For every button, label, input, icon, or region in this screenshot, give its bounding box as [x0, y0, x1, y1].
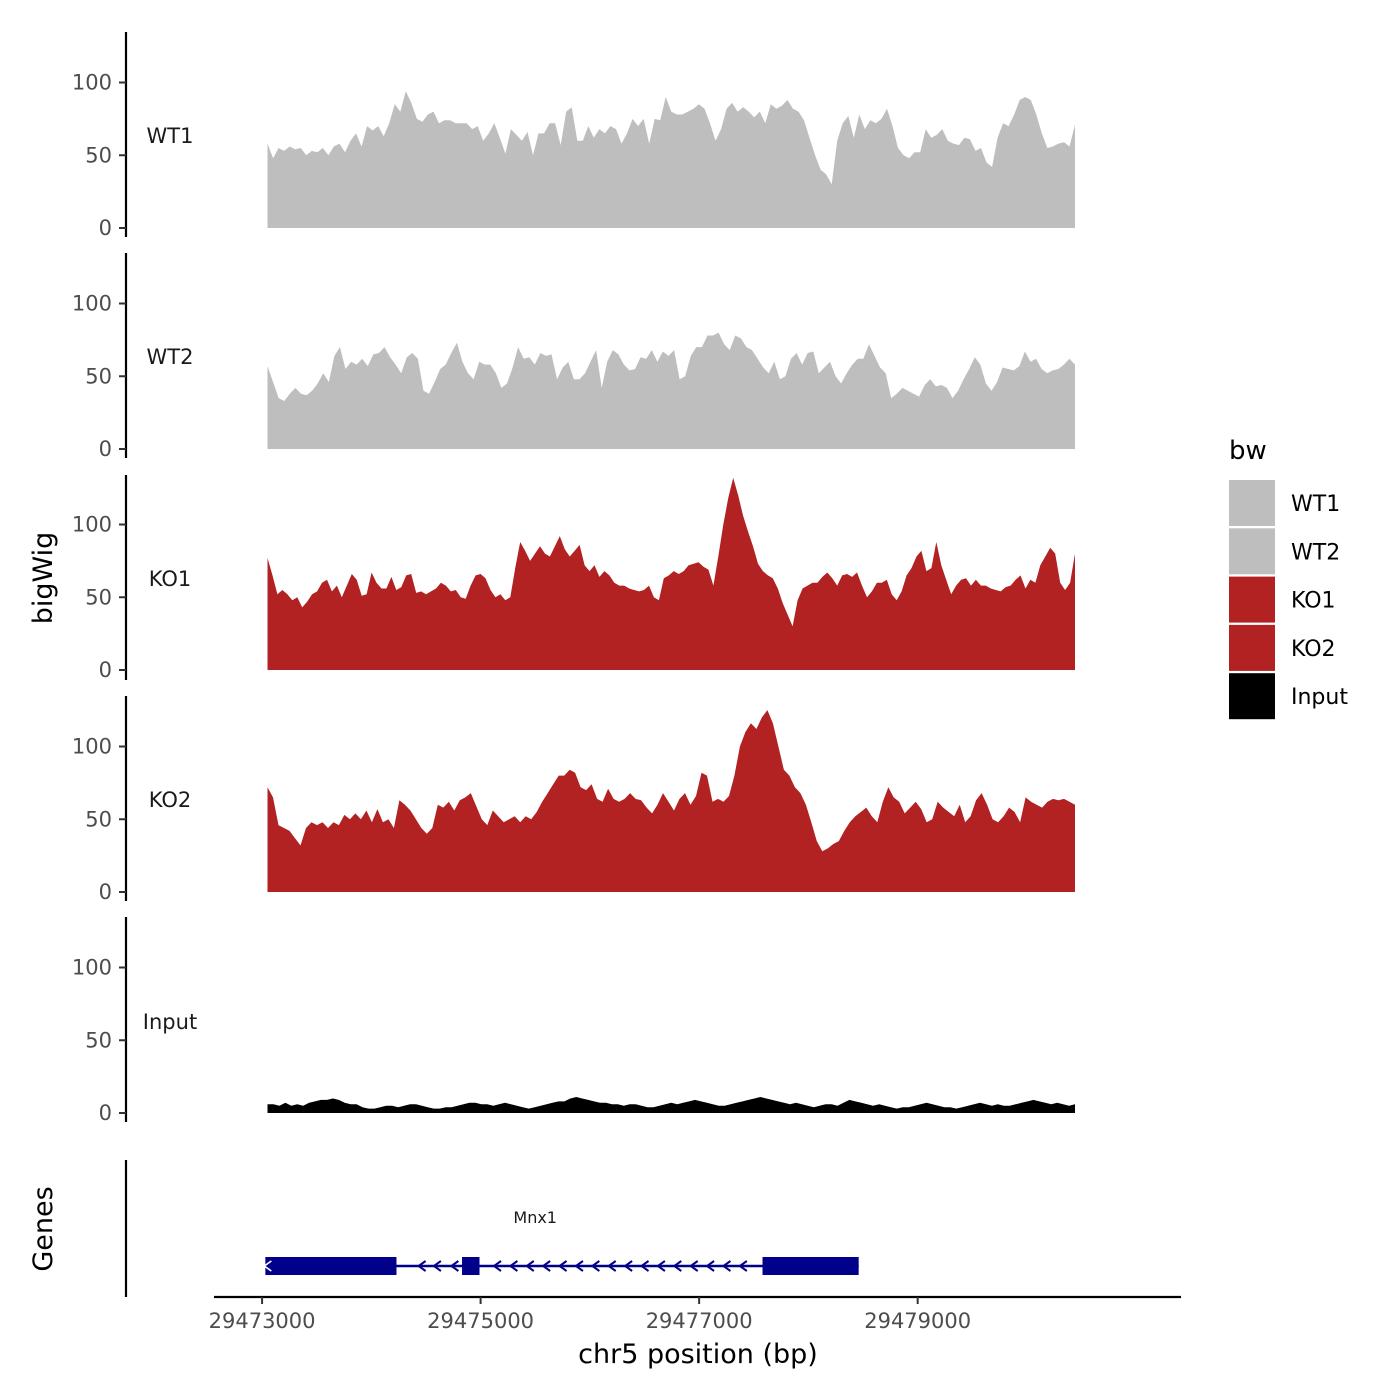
legend-label: KO2 — [1291, 637, 1336, 662]
y-tick-label: 100 — [72, 735, 112, 759]
strand-arrow — [557, 1260, 568, 1272]
legend-key-wt2 — [1229, 528, 1275, 575]
signal-area-wt2 — [267, 332, 1075, 449]
strand-arrow — [590, 1260, 600, 1272]
track-ko1: KO1 0 50 100 — [72, 475, 1075, 682]
y-tick-label: 50 — [85, 585, 112, 609]
track-wt1: WT1 0 50 100 — [72, 32, 1075, 240]
legend-label: WT2 — [1291, 540, 1340, 565]
track-label: KO1 — [149, 567, 192, 591]
strand-arrow — [721, 1260, 732, 1272]
y-tick-label: 0 — [99, 658, 112, 682]
strand-arrow — [623, 1260, 633, 1272]
y-tick-label: 100 — [72, 513, 112, 537]
x-tick-label: 29473000 — [209, 1309, 316, 1333]
x-tick-label: 29475000 — [427, 1309, 534, 1333]
y-tick-label: 50 — [85, 143, 112, 167]
x-axis-title: chr5 position (bp) — [578, 1339, 818, 1370]
gene-exon — [762, 1257, 859, 1275]
strand-arrow — [508, 1260, 518, 1272]
strand-arrow — [262, 1260, 272, 1272]
legend: bw WT1 WT2 KO1 KO2 Input — [1229, 436, 1348, 720]
strand-arrow — [607, 1260, 617, 1272]
signal-area-input — [267, 1097, 1075, 1113]
strand-arrow — [738, 1260, 748, 1272]
x-tick-label: 29477000 — [646, 1309, 753, 1333]
strand-arrow — [639, 1260, 650, 1272]
y-axis-title: bigWig — [28, 532, 59, 625]
legend-label: Input — [1291, 685, 1348, 710]
legend-label: KO1 — [1291, 589, 1336, 614]
track-label: KO2 — [149, 788, 192, 812]
x-tick-label: 29479000 — [864, 1309, 971, 1333]
legend-key-ko1 — [1229, 576, 1275, 623]
y-tick-label: 100 — [72, 292, 112, 316]
track-label: WT1 — [147, 124, 194, 148]
gene-exon — [265, 1257, 397, 1275]
genes-panel: Genes Mnx1 — [28, 1160, 859, 1297]
y-tick-label: 50 — [85, 1028, 112, 1052]
legend-label: WT1 — [1291, 492, 1340, 517]
legend-key-ko2 — [1229, 624, 1275, 671]
genes-axis-title: Genes — [28, 1186, 59, 1271]
track-ko2: KO2 0 50 100 — [72, 696, 1075, 904]
signal-area-wt1 — [267, 91, 1075, 228]
strand-arrow — [574, 1260, 584, 1272]
gene-exon — [462, 1257, 480, 1275]
track-input: Input 0 50 100 — [72, 917, 1075, 1125]
y-tick-label: 0 — [99, 1101, 112, 1125]
strand-arrow — [656, 1260, 666, 1272]
signal-area-ko2 — [267, 710, 1075, 892]
track-label: WT2 — [147, 345, 194, 369]
strand-arrow — [492, 1260, 502, 1272]
strand-arrow — [672, 1260, 682, 1272]
strand-arrow — [541, 1260, 551, 1272]
strand-arrow — [449, 1260, 459, 1272]
y-tick-label: 100 — [72, 71, 112, 95]
strand-arrow — [416, 1260, 427, 1272]
y-tick-label: 0 — [99, 880, 112, 904]
strand-arrow — [688, 1260, 699, 1272]
y-tick-label: 0 — [99, 437, 112, 461]
strand-arrow — [705, 1260, 715, 1272]
y-tick-label: 100 — [72, 956, 112, 980]
y-tick-label: 50 — [85, 807, 112, 831]
track-label: Input — [143, 1010, 197, 1034]
track-wt2: WT2 0 50 100 — [72, 253, 1075, 461]
legend-key-input — [1229, 673, 1275, 720]
y-tick-label: 50 — [85, 364, 112, 388]
signal-area-ko1 — [267, 477, 1075, 670]
strand-arrow — [525, 1260, 535, 1272]
gene-label: Mnx1 — [513, 1208, 557, 1227]
legend-key-wt1 — [1229, 480, 1275, 526]
legend-title: bw — [1229, 436, 1267, 466]
strand-arrow — [432, 1260, 442, 1272]
y-tick-label: 0 — [99, 216, 112, 240]
x-axis: chr5 position (bp) 29473000 29475000 29477… — [209, 1295, 1181, 1370]
